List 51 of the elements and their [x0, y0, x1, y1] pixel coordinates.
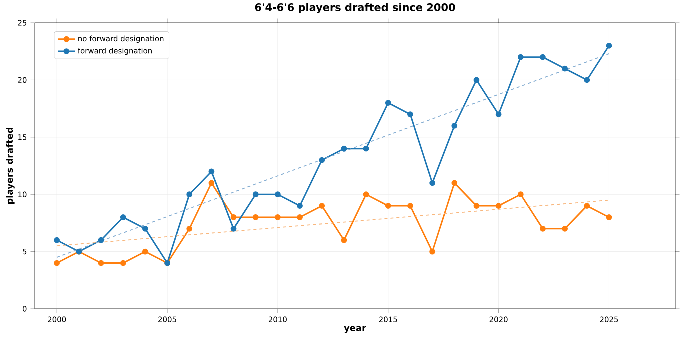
- point: [208, 168, 215, 175]
- point: [430, 248, 436, 255]
- point: [562, 226, 568, 232]
- point: [606, 42, 612, 49]
- point: [518, 54, 524, 60]
- point: [496, 203, 502, 209]
- point: [142, 226, 148, 232]
- point: [275, 214, 281, 220]
- chart-title: 6'4-6'6 players drafted since 2000: [255, 3, 456, 14]
- point: [252, 214, 259, 220]
- point: [474, 77, 480, 84]
- point: [297, 203, 303, 209]
- point: [363, 146, 370, 152]
- point: [562, 66, 568, 72]
- point: [408, 112, 414, 118]
- point: [252, 192, 259, 198]
- point: [98, 260, 104, 266]
- point: [319, 203, 326, 209]
- point: [297, 214, 303, 220]
- point: [319, 157, 326, 164]
- x-axis-title: year: [344, 326, 366, 334]
- point: [452, 123, 458, 129]
- point: [341, 146, 348, 152]
- point: [142, 248, 148, 255]
- point: [474, 203, 480, 209]
- point: [275, 192, 281, 198]
- point: [496, 112, 502, 118]
- point: [54, 237, 60, 244]
- point: [120, 260, 126, 266]
- point: [430, 180, 436, 186]
- point: [186, 192, 193, 198]
- point: [341, 237, 348, 244]
- point: [230, 226, 237, 232]
- point: [584, 77, 590, 84]
- point: [540, 226, 546, 232]
- point: [385, 203, 392, 209]
- point: [120, 214, 126, 220]
- y-axis-title: players drafted: [6, 128, 15, 204]
- point: [363, 192, 370, 198]
- point: [385, 100, 392, 106]
- point: [518, 192, 524, 198]
- point: [408, 203, 414, 209]
- point: [540, 54, 546, 60]
- point: [98, 237, 104, 244]
- point: [54, 260, 60, 266]
- point: [230, 214, 237, 220]
- point: [208, 180, 215, 186]
- point: [606, 214, 612, 220]
- point: [452, 180, 458, 186]
- point: [186, 226, 193, 232]
- point: [584, 203, 590, 209]
